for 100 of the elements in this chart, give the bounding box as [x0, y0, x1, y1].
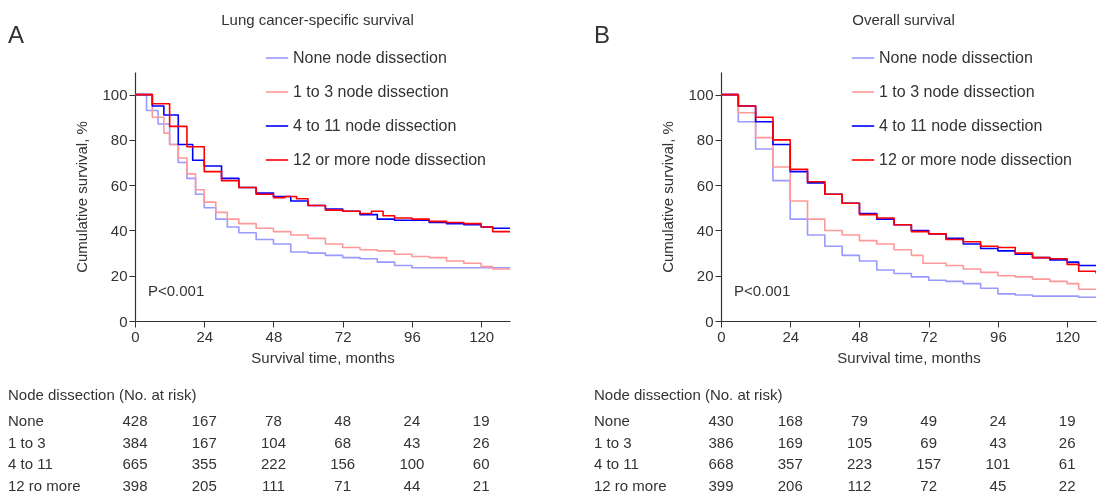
- y-tick-label: 20: [696, 267, 714, 285]
- text: 357: [777, 455, 803, 472]
- y-tick-label: 60: [110, 176, 128, 194]
- text: Node dissection (No. at risk): [8, 386, 197, 403]
- text: 223: [846, 455, 872, 472]
- text: 105: [846, 433, 872, 451]
- y-tick-label: 0: [119, 312, 128, 330]
- text: 19: [472, 412, 490, 429]
- text: 428: [122, 412, 148, 429]
- text: 386: [708, 433, 734, 451]
- text: 398: [122, 476, 148, 494]
- text: 665: [122, 455, 148, 472]
- legend-label: 1 to 3 node dissection: [879, 83, 1035, 100]
- text: 19: [1058, 412, 1076, 429]
- y-tick-label: 20: [110, 267, 128, 285]
- text: 206: [777, 476, 803, 494]
- text: 1 to 3: [594, 433, 632, 451]
- text: 156: [330, 455, 356, 472]
- y-tick-label: 40: [696, 221, 714, 239]
- chart-title: Lung cancer-specific survival: [221, 11, 414, 28]
- text: 157: [916, 455, 942, 472]
- x-tick-label: 48: [265, 327, 283, 345]
- text: 26: [1058, 433, 1076, 451]
- text: 430: [708, 412, 734, 429]
- annotation: P<0.001: [148, 282, 205, 299]
- x-tick-label: 120: [1055, 327, 1081, 345]
- text: 668: [708, 455, 734, 472]
- legend-label: 12 or more node dissection: [879, 151, 1072, 168]
- legend-label: 1 to 3 node dissection: [293, 83, 449, 100]
- text: 168: [777, 412, 803, 429]
- text: 44: [403, 476, 421, 494]
- text: 355: [191, 455, 217, 472]
- text: 26: [472, 433, 490, 451]
- text: 69: [920, 433, 938, 451]
- text: 45: [989, 476, 1007, 494]
- text: 104: [260, 433, 286, 451]
- text: 100: [399, 455, 425, 472]
- x-tick-label: 24: [196, 327, 214, 345]
- text: 222: [260, 455, 286, 472]
- text: 48: [334, 412, 352, 429]
- legend-label: 4 to 11 node dissection: [293, 117, 457, 134]
- text: Node dissection (No. at risk): [594, 386, 783, 403]
- text: 112: [847, 476, 872, 494]
- text: 79: [851, 412, 868, 429]
- y-tick-label: 40: [110, 221, 128, 239]
- legend-label: 12 or more node dissection: [293, 151, 486, 168]
- text: 205: [191, 476, 217, 494]
- x-tick-label: 72: [334, 327, 352, 345]
- text: 49: [920, 412, 938, 429]
- text: 4 to 11: [594, 455, 639, 472]
- y-tick-label: 100: [102, 86, 128, 104]
- legend-label: None node dissection: [293, 49, 447, 66]
- text: 61: [1058, 455, 1076, 472]
- legend-label: None node dissection: [879, 49, 1033, 66]
- text: 21: [472, 476, 490, 494]
- text: 4 to 11: [8, 455, 53, 472]
- text: 399: [708, 476, 734, 494]
- x-tick-label: 0: [717, 327, 726, 345]
- annotation: P<0.001: [734, 282, 791, 299]
- x-tick-label: 120: [469, 327, 495, 345]
- text: 167: [191, 412, 217, 429]
- text: 169: [777, 433, 803, 451]
- y-tick-label: 0: [705, 312, 714, 330]
- text: 24: [403, 412, 421, 429]
- text: 22: [1058, 476, 1076, 494]
- text: 167: [191, 433, 217, 451]
- y-tick-label: 80: [696, 131, 714, 149]
- x-tick-label: 48: [851, 327, 869, 345]
- text: 43: [989, 433, 1007, 451]
- chart-title: Overall survival: [852, 11, 955, 28]
- text: 384: [122, 433, 148, 451]
- x-axis-title: Survival time, months: [251, 348, 395, 366]
- text: 111: [262, 476, 285, 494]
- text: 78: [265, 412, 282, 429]
- y-tick-label: 80: [110, 131, 128, 149]
- x-tick-label: 72: [920, 327, 938, 345]
- text: 12 ro more: [594, 476, 667, 494]
- y-axis-title: Cumulative survival, %: [73, 121, 91, 273]
- text: None: [594, 412, 630, 429]
- text: 1 to 3: [8, 433, 46, 451]
- text: None: [8, 412, 44, 429]
- text: 101: [985, 455, 1011, 472]
- x-tick-label: 96: [404, 327, 421, 345]
- text: A: [8, 21, 25, 48]
- x-tick-label: 24: [782, 327, 800, 345]
- legend-label: 4 to 11 node dissection: [879, 117, 1043, 134]
- x-tick-label: 96: [990, 327, 1007, 345]
- y-tick-label: 60: [696, 176, 714, 194]
- y-tick-label: 100: [688, 86, 714, 104]
- text: 60: [472, 455, 490, 472]
- y-axis-title: Cumulative survival, %: [659, 121, 677, 273]
- text: 24: [989, 412, 1007, 429]
- x-axis-title: Survival time, months: [837, 348, 981, 366]
- text: 43: [403, 433, 421, 451]
- x-tick-label: 0: [131, 327, 140, 345]
- text: 68: [334, 433, 352, 451]
- text: 72: [920, 476, 938, 494]
- text: 71: [334, 476, 352, 494]
- text: B: [594, 21, 611, 48]
- text: 12 ro more: [8, 476, 81, 494]
